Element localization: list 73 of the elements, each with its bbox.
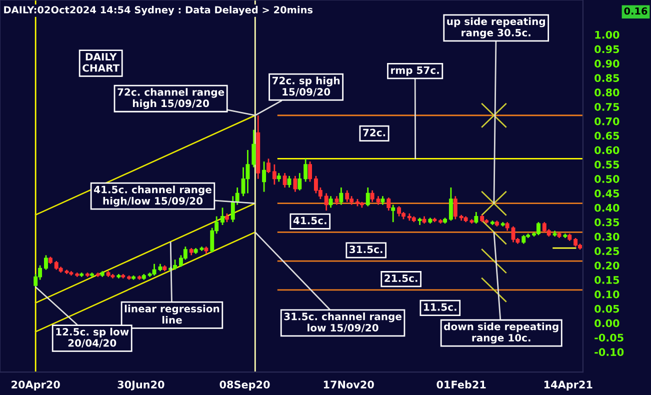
ref-line-label: 21.5c. [384,274,418,282]
y-tick-label: 0.30 [594,232,620,241]
x-tick-label: 17Nov20 [324,380,374,388]
annotation: 12.5c. sp low 20/04/20 [56,328,129,348]
candlestick [282,172,287,188]
candlestick [453,195,458,220]
y-tick-label: 0.15 [594,276,620,284]
annotation: linear regression line [124,304,220,324]
candlestick [397,206,402,218]
ref-line-label: 72c. [363,128,386,136]
y-tick-label: -0.05 [594,334,624,342]
candlestick [536,221,540,236]
candlestick [366,186,370,207]
candlestick [293,175,298,193]
candlestick [298,172,302,192]
candlestick [386,196,391,212]
y-tick-label: 0.75 [594,102,620,111]
text: DAILY:02Oct2024 14:54 Sydney : Data Delayed > 20mins [4,6,313,16]
candlestick [448,186,453,222]
candlestick [511,226,516,243]
candlestick [246,149,250,194]
candlestick [304,158,308,182]
x-tick-label: 30Jun20 [118,380,164,390]
x-tick-label: 20Apr20 [12,380,60,391]
y-tick-label: 1.00 [595,30,620,39]
candlestick [266,158,270,174]
candlestick [44,254,48,270]
annotation: 31.5c. channel range low 15/09/20 [284,312,402,332]
candlestick [370,190,374,203]
x-tick-label: 08Sep20 [220,380,270,391]
y-tick-label: 0.10 [594,290,620,298]
candlestick [328,195,333,208]
ref-line-label: 31.5c. [350,246,382,254]
ref-line-label: 11.5c. [424,303,456,311]
y-tick-label: 0.60 [594,146,620,154]
candlestick [474,211,478,224]
candlestick [308,160,312,182]
y-tick-label: 0.70 [594,117,620,126]
y-tick-label: 0.35 [594,218,620,226]
y-tick-label: 0.85 [594,74,620,82]
annotation: 72c. sp high 15/09/20 [272,76,340,96]
text: 0.16 [624,7,648,15]
y-tick-label: -0.10 [594,348,624,356]
annotation: up side repeating range 30.5c. [447,17,545,38]
candlestick [262,160,266,193]
y-tick-label: 0.00 [594,319,620,328]
y-tick-label: 0.25 [594,247,620,256]
y-tick-label: 0.20 [594,262,620,270]
y-tick-label: 0.40 [594,204,620,212]
y-tick-label: 0.65 [594,132,620,140]
x-tick-label: 01Feb21 [436,380,486,388]
candlestick [339,186,344,206]
y-tick-label: 0.50 [594,175,620,183]
y-tick-label: 0.45 [594,189,620,198]
ref-line-label: 41.5c. [293,216,326,224]
candlestick [345,190,350,203]
annotation: 41.5c. channel range high/low 15/09/20 [94,186,212,207]
candlestick [272,164,276,186]
candlestick [220,206,224,226]
y-tick-label: 0.05 [594,304,620,313]
candlestick [391,204,396,223]
y-tick-label: 0.90 [594,60,620,68]
annotation: DAILY CHART [82,53,120,72]
annotation: rmp 57c. [391,66,439,76]
y-tick-label: 0.80 [594,88,620,96]
candlestick [324,192,328,212]
annotation: down side repeating range 10c. [444,322,558,344]
y-tick-label: 0.95 [594,45,620,54]
x-tick-label: 14Apr21 [544,380,592,391]
candlestick [252,129,256,168]
candlestick [287,175,292,188]
annotation: 72c. channel range high 15/09/20 [118,88,224,110]
y-tick-label: 0.55 [594,160,620,169]
